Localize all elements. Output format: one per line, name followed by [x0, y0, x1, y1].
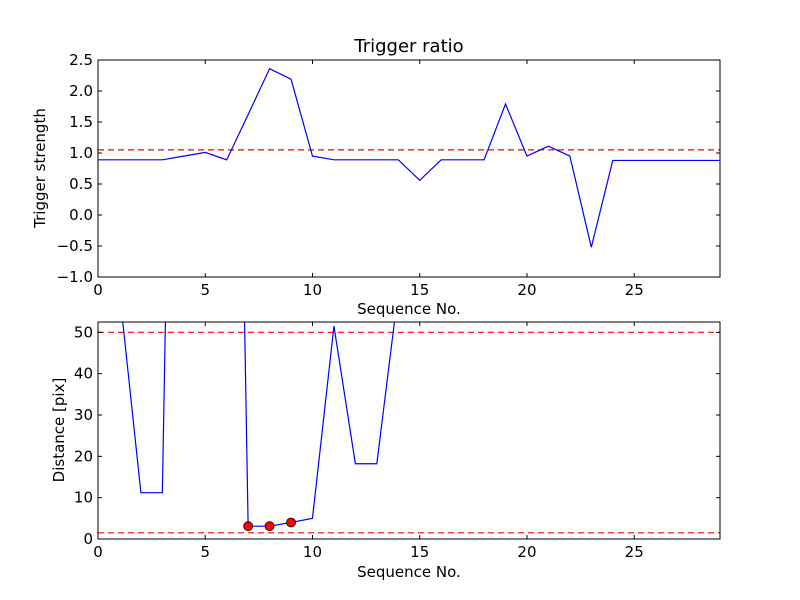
chart-title: Trigger ratio: [353, 36, 463, 57]
x-tick-label: 0: [93, 281, 103, 299]
y-tick-label: 50: [74, 323, 93, 341]
data-point-marker: [286, 517, 296, 528]
x-tick-label: 5: [200, 281, 210, 299]
x-tick-label: 15: [410, 281, 429, 299]
y-tick-label: 1.0: [69, 144, 93, 162]
data-point-marker: [243, 521, 254, 532]
y-tick-label: 0.0: [69, 206, 93, 224]
x-axis-label: Sequence No.: [357, 563, 461, 581]
x-tick-label: 25: [625, 281, 644, 299]
y-tick-label: 1.5: [69, 113, 93, 131]
y-tick-label: 30: [74, 406, 93, 424]
x-tick-label: 25: [625, 543, 644, 561]
y-axis-label: Trigger strength: [31, 108, 49, 229]
data-point-marker: [264, 521, 275, 532]
series-line: [98, 67, 720, 248]
x-axis-label: Sequence No.: [357, 300, 461, 318]
x-tick-label: 5: [200, 543, 210, 561]
x-tick-label: 15: [410, 543, 429, 561]
y-tick-label: 2.0: [69, 82, 93, 100]
y-tick-label: 2.5: [69, 51, 93, 69]
y-tick-label: 0.5: [69, 175, 93, 193]
y-tick-label: 10: [74, 489, 93, 507]
x-tick-label: 20: [517, 281, 536, 299]
x-tick-label: 0: [93, 543, 103, 561]
axes-frame: [97, 59, 721, 278]
y-axis-label: Distance [pix]: [50, 378, 68, 483]
y-tick-label: −0.5: [57, 237, 93, 255]
y-tick-label: 0: [83, 530, 93, 548]
x-tick-label: 20: [517, 543, 536, 561]
distance-panel: 0 5 10 15 20 25 0 10 20 30 40 50 Sequence No. Dista…: [50, 321, 721, 581]
x-tick-label: 10: [303, 543, 322, 561]
y-tick-label: 40: [74, 365, 93, 383]
trigger-ratio-panel: 0 5 10 15 20 25 −1.0 −0.5 0.0 0.5 1.0 1.5 2.0 2.5 Tri…: [31, 36, 721, 318]
x-tick-label: 10: [303, 281, 322, 299]
y-tick-label: −1.0: [57, 268, 93, 286]
axes-frame: [97, 321, 721, 540]
y-tick-label: 20: [74, 447, 93, 465]
